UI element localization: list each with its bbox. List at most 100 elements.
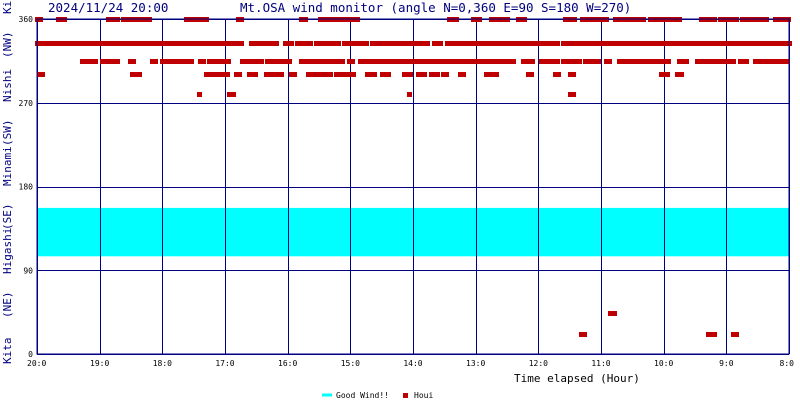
houi-point: [427, 59, 432, 64]
houi-point: [195, 41, 200, 46]
houi-point: [163, 59, 168, 64]
houi-point: [486, 59, 491, 64]
houi-point: [647, 59, 652, 64]
houi-point: [240, 59, 245, 64]
houi-point: [380, 41, 385, 46]
houi-point: [593, 41, 598, 46]
houi-point: [318, 59, 323, 64]
houi-point: [536, 41, 541, 46]
houi-point: [243, 59, 248, 64]
houi-point: [76, 41, 81, 46]
houi-point: [408, 59, 413, 64]
houi-point: [663, 59, 668, 64]
houi-point: [640, 41, 645, 46]
houi-point: [83, 59, 88, 64]
houi-point: [98, 41, 103, 46]
houi-point: [524, 41, 529, 46]
houi-point: [383, 59, 388, 64]
houi-point: [40, 72, 45, 77]
houi-point: [367, 59, 372, 64]
houi-point: [330, 41, 335, 46]
houi-point: [44, 41, 49, 46]
houi-point: [608, 311, 613, 316]
houi-point: [704, 59, 709, 64]
houi-point: [236, 41, 241, 46]
houi-point: [627, 41, 632, 46]
houi-point: [765, 59, 770, 64]
houi-point: [617, 59, 622, 64]
houi-point: [409, 41, 414, 46]
houi-point: [128, 59, 133, 64]
houi-point: [217, 41, 222, 46]
houi-point: [527, 59, 532, 64]
x-tick-labels: 20:0 19:0 18:0 17:0 16:0 15:0 14:0 13:0 12:0 11:0…: [27, 359, 794, 368]
houi-point: [630, 59, 635, 64]
houi-point: [148, 41, 153, 46]
houi-point: [185, 59, 190, 64]
houi-point: [549, 59, 554, 64]
houi-point: [253, 72, 258, 77]
houi-point: [607, 59, 612, 64]
houi-point: [568, 41, 573, 46]
houi-point: [51, 41, 56, 46]
side-label: Higashi: [1, 228, 14, 274]
houi-point: [167, 59, 172, 64]
houi-point: [604, 59, 609, 64]
houi-point: [414, 59, 419, 64]
houi-point: [321, 59, 326, 64]
houi-point: [283, 41, 288, 46]
houi-point: [91, 41, 96, 46]
houi-point: [131, 59, 136, 64]
houi-point: [115, 59, 120, 64]
houi-point: [348, 72, 353, 77]
houi-point: [753, 59, 758, 64]
houi-point: [684, 41, 689, 46]
houi-point: [207, 72, 212, 77]
houi-point: [383, 41, 388, 46]
houi-point: [435, 41, 440, 46]
houi-point: [364, 59, 369, 64]
houi-point: [73, 41, 78, 46]
houi-point: [252, 59, 257, 64]
houi-point: [333, 41, 338, 46]
legend-good-wind-label: Good Wind!!: [336, 391, 389, 400]
houi-point: [48, 41, 53, 46]
houi-point: [605, 41, 610, 46]
houi-point: [170, 59, 175, 64]
houi-point: [252, 41, 257, 46]
houi-point: [328, 72, 333, 77]
houi-point: [582, 332, 587, 337]
houi-point: [543, 59, 548, 64]
houi-point: [110, 41, 115, 46]
houi-point: [782, 59, 787, 64]
houi-point: [699, 41, 704, 46]
houi-point: [402, 59, 407, 64]
x-tick-label: 13:0: [466, 359, 485, 368]
houi-point: [129, 41, 134, 46]
houi-point: [337, 72, 342, 77]
houi-point: [351, 41, 356, 46]
houi-point: [123, 41, 128, 46]
houi-point: [552, 41, 557, 46]
houi-point: [480, 41, 485, 46]
houi-point: [204, 41, 209, 46]
houi-point: [526, 72, 531, 77]
houi-point: [496, 41, 501, 46]
houi-point: [574, 59, 579, 64]
houi-point: [274, 59, 279, 64]
houi-point: [674, 41, 679, 46]
houi-point: [492, 59, 497, 64]
houi-point: [189, 59, 194, 64]
houi-point: [315, 59, 320, 64]
houi-point: [271, 59, 276, 64]
houi-point: [237, 72, 242, 77]
houi-point: [306, 59, 311, 64]
houi-point: [640, 59, 645, 64]
houi-point: [116, 41, 121, 46]
houi-point: [358, 59, 363, 64]
houi-point: [675, 72, 680, 77]
houi-point: [405, 72, 410, 77]
houi-point: [452, 59, 457, 64]
houi-point: [709, 332, 714, 337]
houi-point: [561, 41, 566, 46]
